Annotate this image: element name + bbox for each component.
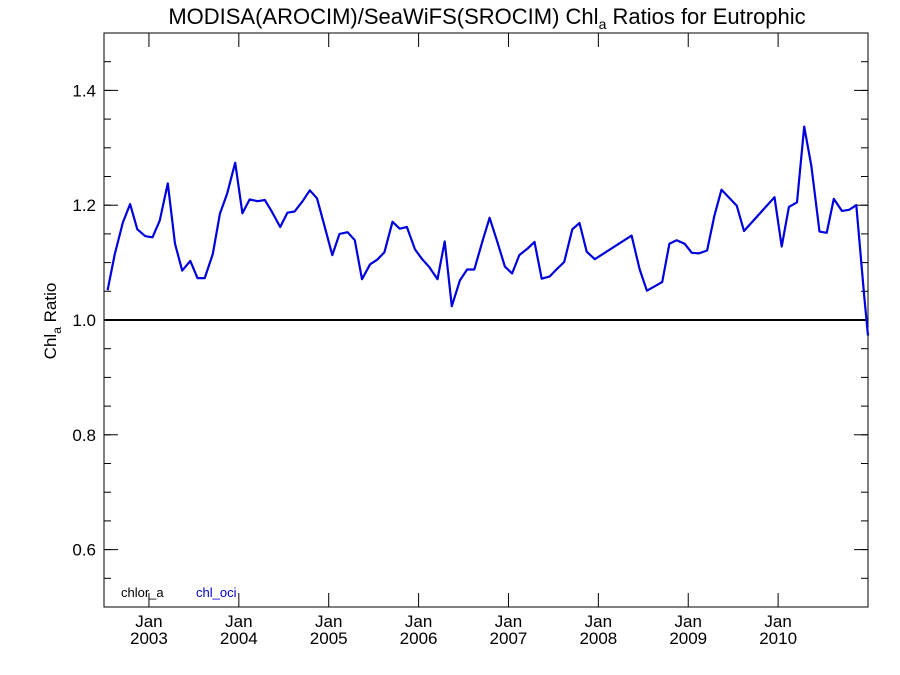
x-tick-year-label: 2009 [669, 629, 707, 648]
x-tick-year-label: 2004 [220, 629, 258, 648]
x-tick-month-label: Jan [315, 612, 342, 631]
x-tick-year-label: 2006 [400, 629, 438, 648]
y-tick-label: 1.4 [72, 81, 96, 100]
x-tick-year-label: 2005 [310, 629, 348, 648]
x-tick-year-label: 2003 [130, 629, 168, 648]
x-axis-ticks: Jan2003Jan2004Jan2005Jan2006Jan2007Jan20… [130, 33, 797, 648]
x-tick-year-label: 2008 [579, 629, 617, 648]
chart-title-subscript: a [599, 16, 607, 32]
y-tick-label: 1.0 [72, 311, 96, 330]
y-tick-label: 0.8 [72, 426, 96, 445]
x-tick-month-label: Jan [405, 612, 432, 631]
chart-title: MODISA(AROCIM)/SeaWiFS(SROCIM) Chla Rati… [168, 4, 805, 32]
x-tick-month-label: Jan [585, 612, 612, 631]
series-line-chl_oci [106, 125, 870, 336]
x-tick-month-label: Jan [764, 612, 791, 631]
y-axis-label-subscript: a [50, 327, 64, 334]
legend-chlor-a: chlor_a [121, 585, 164, 600]
y-axis-label: Chla Ratio [41, 283, 64, 360]
y-tick-label: 1.2 [72, 196, 96, 215]
x-tick-year-label: 2010 [759, 629, 797, 648]
x-tick-month-label: Jan [675, 612, 702, 631]
legend-chl-oci: chl_oci [196, 585, 237, 600]
x-tick-month-label: Jan [225, 612, 252, 631]
x-tick-month-label: Jan [135, 612, 162, 631]
chart-title-rest: Ratios for Eutrophic [606, 4, 805, 29]
y-axis-label-rest: Ratio [41, 283, 60, 327]
x-tick-year-label: 2007 [490, 629, 528, 648]
y-axis-label-main: Chl [41, 334, 60, 360]
chart-title-main: MODISA(AROCIM)/SeaWiFS(SROCIM) Chl [168, 4, 598, 29]
y-tick-label: 0.6 [72, 541, 96, 560]
series-layer [106, 125, 870, 336]
x-tick-month-label: Jan [495, 612, 522, 631]
